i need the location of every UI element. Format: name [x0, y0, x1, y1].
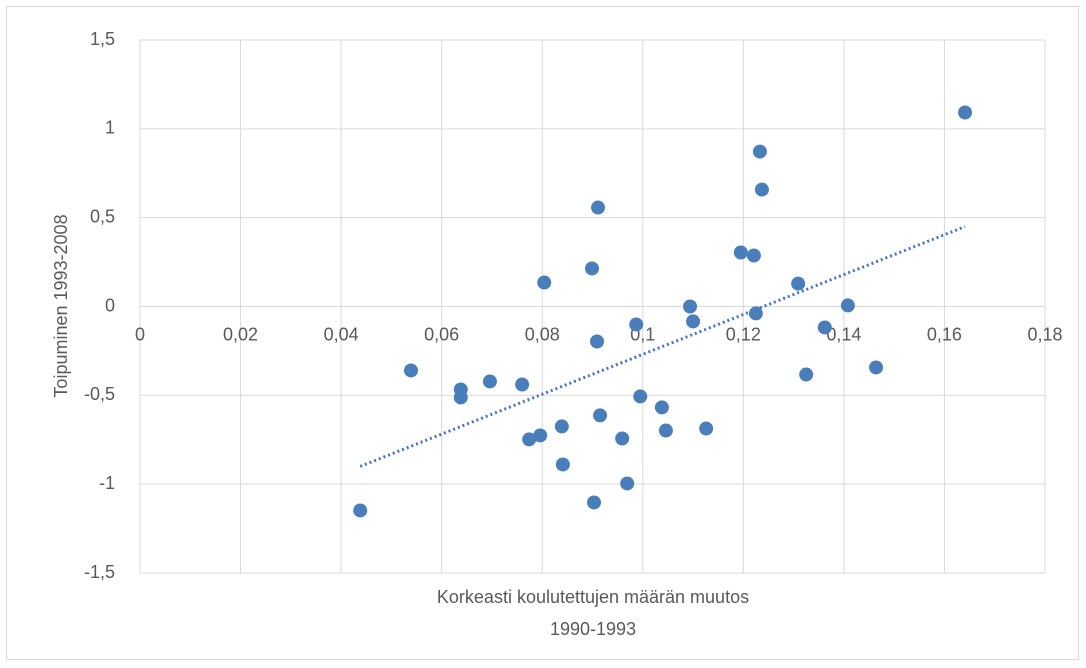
x-tick-label: 0	[135, 324, 145, 344]
data-point	[482, 374, 497, 389]
data-point	[591, 200, 606, 215]
y-tick-label: 0,5	[90, 206, 115, 226]
data-point	[629, 317, 644, 332]
x-tick-label: 0,08	[525, 324, 560, 344]
data-point	[654, 400, 669, 415]
y-tick-label: -1	[99, 473, 115, 493]
data-point	[533, 428, 548, 443]
data-point	[593, 408, 608, 423]
x-tick-label: 0,02	[223, 324, 258, 344]
data-point	[584, 261, 599, 276]
data-point	[686, 314, 701, 329]
y-tick-label: -0,5	[84, 384, 115, 404]
data-point	[791, 276, 806, 291]
data-point	[683, 299, 698, 314]
data-point	[752, 144, 767, 159]
data-point	[633, 389, 648, 404]
x-axis-label: Korkeasti koulutettujen määrän muutos	[437, 587, 749, 607]
data-point	[590, 334, 605, 349]
data-point	[537, 275, 552, 290]
y-tick-label: 1	[105, 118, 115, 138]
data-point	[587, 495, 602, 510]
data-point	[522, 432, 537, 447]
x-tick-label: 0,12	[726, 324, 761, 344]
data-point	[817, 320, 832, 335]
y-tick-label: 0	[105, 295, 115, 315]
data-point	[403, 363, 418, 378]
data-point	[748, 306, 763, 321]
y-axis-label: Toipuminen 1993-2008	[51, 214, 71, 397]
data-point	[555, 457, 570, 472]
data-point	[799, 367, 814, 382]
data-point	[554, 419, 569, 434]
data-point	[453, 390, 468, 405]
data-point	[733, 245, 748, 260]
data-point	[515, 377, 530, 392]
data-point	[658, 423, 673, 438]
data-point	[840, 298, 855, 313]
data-point	[754, 182, 769, 197]
data-point	[620, 476, 635, 491]
x-tick-label: 0,06	[424, 324, 459, 344]
x-tick-label: 0,04	[324, 324, 359, 344]
x-tick-label: 0,16	[927, 324, 962, 344]
data-point	[615, 431, 630, 446]
x-axis-label: 1990-1993	[550, 619, 636, 639]
x-tick-label: 0,18	[1027, 324, 1062, 344]
data-point	[869, 360, 884, 375]
data-point	[353, 503, 368, 518]
trendline	[359, 225, 966, 468]
data-point	[699, 421, 714, 436]
x-tick-label: 0,14	[826, 324, 861, 344]
y-tick-label: -1,5	[84, 562, 115, 582]
y-tick-label: 1,5	[90, 29, 115, 49]
data-point	[958, 105, 973, 120]
data-point	[746, 248, 761, 263]
